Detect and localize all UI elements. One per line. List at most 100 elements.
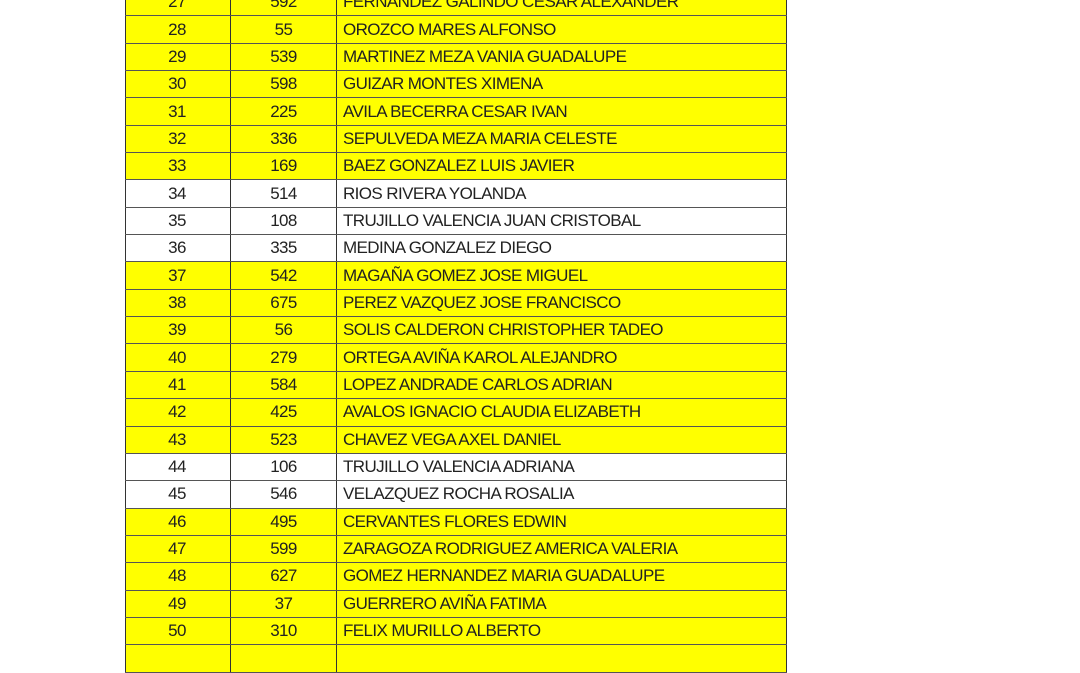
student-name-cell: PEREZ VAZQUEZ JOSE FRANCISCO [337, 289, 787, 317]
table-row: 42 425 AVALOS IGNACIO CLAUDIA ELIZABETH [125, 399, 787, 427]
student-name-cell: VELAZQUEZ ROCHA ROSALIA [337, 481, 787, 508]
row-number-cell: 27 [125, 0, 231, 16]
row-number-cell: 41 [125, 371, 231, 399]
table-row: 37 542 MAGAÑA GOMEZ JOSE MIGUEL [125, 262, 787, 290]
row-number-cell: 33 [125, 153, 231, 180]
student-id-cell: 598 [231, 71, 337, 98]
student-id-cell: 335 [231, 235, 337, 262]
table-row: 43 523 CHAVEZ VEGA AXEL DANIEL [125, 426, 787, 454]
row-number-cell: 49 [125, 590, 231, 617]
row-number-cell: 42 [125, 399, 231, 426]
table-row: 41 584 LOPEZ ANDRADE CARLOS ADRIAN [125, 371, 787, 400]
student-id-cell: 542 [231, 262, 337, 289]
row-number-cell: 34 [125, 180, 231, 207]
student-name-cell: TRUJILLO VALENCIA ADRIANA [337, 453, 787, 481]
row-number-cell: 32 [125, 125, 231, 153]
row-number-cell: 39 [125, 317, 231, 344]
student-name-cell: SOLIS CALDERON CHRISTOPHER TADEO [337, 317, 787, 344]
table-row: 27 592 FERNANDEZ GALINDO CESAR ALEXANDER [125, 0, 787, 17]
student-name-cell: MEDINA GONZALEZ DIEGO [337, 235, 787, 262]
student-name-cell: TRUJILLO VALENCIA JUAN CRISTOBAL [337, 207, 787, 235]
row-number-cell: 40 [125, 344, 231, 371]
student-name-cell: AVALOS IGNACIO CLAUDIA ELIZABETH [337, 399, 787, 426]
student-name-cell: RIOS RIVERA YOLANDA [337, 180, 787, 207]
student-table: 27 592 FERNANDEZ GALINDO CESAR ALEXANDER 28… [125, 0, 787, 673]
student-id-cell: 225 [231, 98, 337, 125]
student-name-cell: CERVANTES FLORES EDWIN [337, 508, 787, 535]
student-id-cell: 310 [231, 617, 337, 645]
row-number-cell: 36 [125, 235, 231, 262]
student-name-cell: OROZCO MARES ALFONSO [337, 16, 787, 43]
student-id-cell: 539 [231, 43, 337, 71]
student-name-cell: MAGAÑA GOMEZ JOSE MIGUEL [337, 262, 787, 289]
table-row: 28 55 OROZCO MARES ALFONSO [125, 16, 787, 44]
student-id-cell: 523 [231, 426, 337, 453]
table-row: 35 108 TRUJILLO VALENCIA JUAN CRISTOBAL [125, 207, 787, 236]
student-id-cell: 37 [231, 590, 337, 617]
row-number-cell: 47 [125, 535, 231, 563]
table-row: 38 675 PEREZ VAZQUEZ JOSE FRANCISCO [125, 289, 787, 318]
student-id-cell: 336 [231, 125, 337, 153]
row-number-cell: 28 [125, 16, 231, 43]
student-id-cell: 106 [231, 453, 337, 481]
student-id-cell: 599 [231, 535, 337, 563]
student-id-cell: 546 [231, 481, 337, 508]
student-id-cell: 425 [231, 399, 337, 426]
row-number-cell: 30 [125, 71, 231, 98]
student-id-cell: 55 [231, 16, 337, 43]
table-row: 50 310 FELIX MURILLO ALBERTO [125, 617, 787, 646]
student-id-cell: 108 [231, 207, 337, 235]
student-name-cell: SEPULVEDA MEZA MARIA CELESTE [337, 125, 787, 153]
student-id-cell: 169 [231, 153, 337, 180]
row-number-cell: 46 [125, 508, 231, 535]
row-number-cell: 50 [125, 617, 231, 645]
row-number-cell [125, 645, 231, 672]
row-number-cell: 35 [125, 207, 231, 235]
student-id-cell: 514 [231, 180, 337, 207]
table-row: 34 514 RIOS RIVERA YOLANDA [125, 180, 787, 208]
table-row: 36 335 MEDINA GONZALEZ DIEGO [125, 235, 787, 263]
row-number-cell: 48 [125, 563, 231, 590]
student-name-cell [337, 645, 787, 672]
student-name-cell: GOMEZ HERNANDEZ MARIA GUADALUPE [337, 563, 787, 590]
student-name-cell: BAEZ GONZALEZ LUIS JAVIER [337, 153, 787, 180]
student-name-cell: LOPEZ ANDRADE CARLOS ADRIAN [337, 371, 787, 399]
student-name-cell: CHAVEZ VEGA AXEL DANIEL [337, 426, 787, 453]
row-number-cell: 43 [125, 426, 231, 453]
student-name-cell: AVILA BECERRA CESAR IVAN [337, 98, 787, 125]
student-name-cell: MARTINEZ MEZA VANIA GUADALUPE [337, 43, 787, 71]
student-name-cell: FELIX MURILLO ALBERTO [337, 617, 787, 645]
table-row: 47 599 ZARAGOZA RODRIGUEZ AMERICA VALERIA [125, 535, 787, 564]
table-row: 45 546 VELAZQUEZ ROCHA ROSALIA [125, 481, 787, 509]
table-row: 46 495 CERVANTES FLORES EDWIN [125, 508, 787, 536]
row-number-cell: 37 [125, 262, 231, 289]
student-id-cell: 627 [231, 563, 337, 590]
row-number-cell: 31 [125, 98, 231, 125]
table-row: 44 106 TRUJILLO VALENCIA ADRIANA [125, 453, 787, 482]
student-name-cell: ORTEGA AVIÑA KAROL ALEJANDRO [337, 344, 787, 371]
table-row [125, 645, 787, 673]
student-id-cell: 584 [231, 371, 337, 399]
student-id-cell: 495 [231, 508, 337, 535]
student-name-cell: GUERRERO AVIÑA FATIMA [337, 590, 787, 617]
student-id-cell: 592 [231, 0, 337, 16]
student-name-cell: GUIZAR MONTES XIMENA [337, 71, 787, 98]
student-id-cell: 56 [231, 317, 337, 344]
student-id-cell [231, 645, 337, 672]
table-row: 40 279 ORTEGA AVIÑA KAROL ALEJANDRO [125, 344, 787, 372]
table-row: 31 225 AVILA BECERRA CESAR IVAN [125, 98, 787, 126]
student-id-cell: 279 [231, 344, 337, 371]
table-row: 33 169 BAEZ GONZALEZ LUIS JAVIER [125, 153, 787, 181]
student-name-cell: FERNANDEZ GALINDO CESAR ALEXANDER [337, 0, 787, 16]
table-row: 29 539 MARTINEZ MEZA VANIA GUADALUPE [125, 43, 787, 72]
table-row: 48 627 GOMEZ HERNANDEZ MARIA GUADALUPE [125, 563, 787, 591]
table-row: 32 336 SEPULVEDA MEZA MARIA CELESTE [125, 125, 787, 154]
row-number-cell: 38 [125, 289, 231, 317]
row-number-cell: 44 [125, 453, 231, 481]
table-row: 49 37 GUERRERO AVIÑA FATIMA [125, 590, 787, 618]
table-row: 30 598 GUIZAR MONTES XIMENA [125, 71, 787, 99]
student-name-cell: ZARAGOZA RODRIGUEZ AMERICA VALERIA [337, 535, 787, 563]
table-row: 39 56 SOLIS CALDERON CHRISTOPHER TADEO [125, 317, 787, 345]
row-number-cell: 45 [125, 481, 231, 508]
student-id-cell: 675 [231, 289, 337, 317]
